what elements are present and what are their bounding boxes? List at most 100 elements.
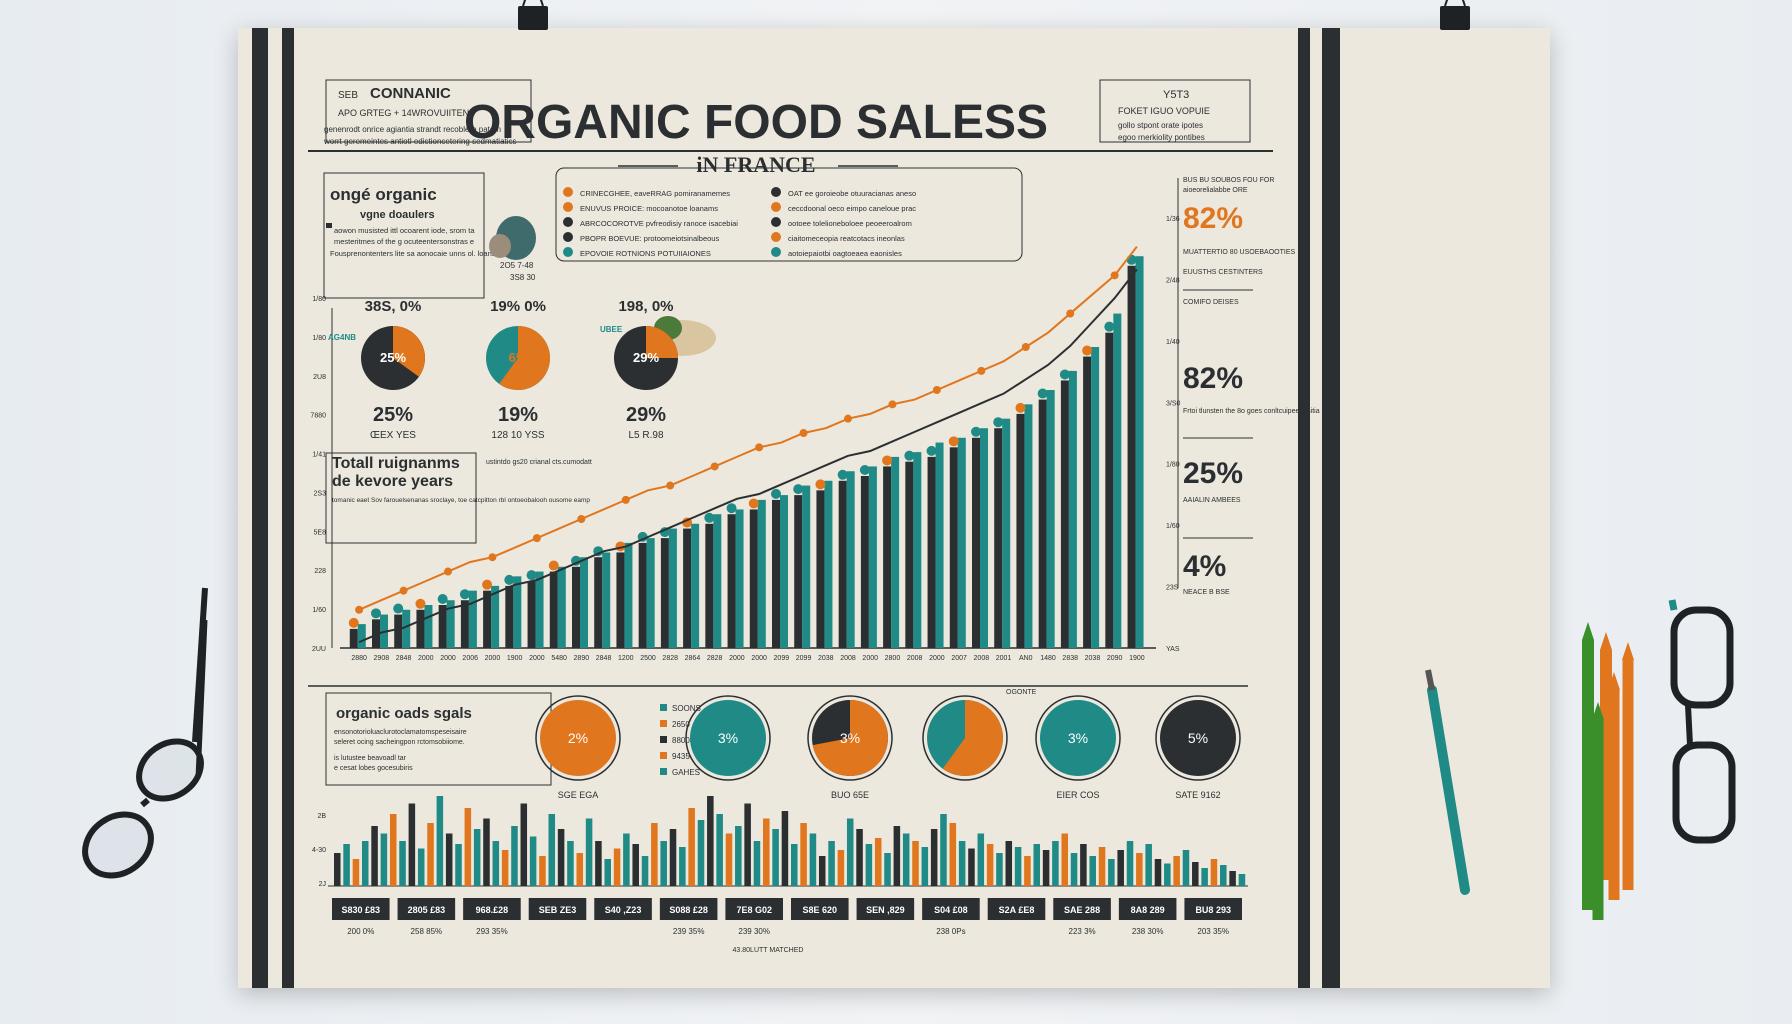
bottom-bar — [483, 818, 490, 886]
bottom-pie-ring-1 — [685, 695, 771, 781]
main-y-tick-5: 1/41 — [312, 452, 326, 459]
main-trend-point — [888, 400, 897, 409]
mini-pie-value-1: 19% — [498, 404, 538, 426]
bottom-bar — [1126, 841, 1134, 886]
bottom-pie-label-5: 5% — [1188, 730, 1208, 746]
main-trend-point — [977, 366, 986, 375]
legend-label-3: PBOPR BOEVUE: protoomeiotsinalbeous — [580, 234, 719, 243]
footer-box-label-9: S04 £08 — [934, 905, 968, 915]
main-x-tick-30: AN0 — [1019, 655, 1033, 662]
main-bar-teal — [802, 485, 811, 648]
bottom-pie-slice-2 — [812, 700, 888, 776]
bottom-bar — [520, 803, 528, 886]
main-bar-dark — [416, 609, 425, 648]
right-header-line3: egoo rnerkiolity pontibes — [1118, 133, 1205, 142]
footer-box-label-7: S8E 620 — [803, 905, 838, 915]
footer-box-note-0: 200 0% — [347, 927, 374, 936]
footer-box-6 — [725, 898, 783, 920]
footer-box-1 — [397, 898, 456, 920]
top-left-panel-subtitle: vgne doaulers — [360, 209, 435, 221]
main-trend-line-dark — [358, 268, 1138, 644]
footer-box-label-0: S830 £83 — [342, 905, 381, 915]
main-bar-dark — [683, 528, 692, 648]
main-x-tick-23: 2000 — [862, 655, 878, 662]
footer-box-7 — [791, 898, 849, 920]
bottom-bar — [949, 823, 957, 886]
bottom-bar — [361, 841, 369, 886]
main-bar-dark — [1038, 399, 1047, 648]
footer-box-label-1: 2805 £83 — [408, 905, 446, 915]
main-x-tick-15: 2864 — [685, 655, 701, 662]
main-bar-teal — [1068, 370, 1077, 648]
main-y-tick-6: 7880 — [310, 413, 326, 420]
mini-pie-value-0: 25% — [373, 404, 413, 426]
main-bar-cap — [948, 436, 959, 447]
legend-swatch-2 — [771, 247, 781, 257]
main-trend-point — [488, 553, 497, 562]
main-bar-teal — [1024, 404, 1033, 648]
bottom-y-tick-2: 2J — [319, 881, 326, 888]
main-x-tick-5: 2006 — [462, 655, 478, 662]
main-bar-dark — [372, 619, 380, 648]
main-y-tick-2: 228 — [314, 568, 326, 575]
footer-box-label-8: SEN ,829 — [866, 905, 905, 915]
main-bar-teal — [824, 480, 833, 648]
bar-chart-title-frame — [325, 452, 477, 544]
main-bar-teal — [491, 585, 500, 648]
glasses-right-icon — [1668, 599, 1736, 844]
bottom-legend-swatch — [660, 704, 667, 711]
main-y-tick-3: 5E8 — [314, 529, 327, 536]
legend-label-2-0: OAT ee goroieobe otuuracianas aneso — [788, 189, 916, 198]
main-bar-dark — [1060, 380, 1069, 648]
bottom-bar — [1024, 856, 1031, 886]
bottom-bar — [902, 833, 910, 886]
bottom-bar — [445, 833, 453, 886]
footer-box-label-4: S40 ,Z23 — [605, 905, 642, 915]
legend-swatch — [563, 202, 573, 212]
top-left-panel-frame — [323, 172, 485, 299]
top-left-panel-note2: 3S8 30 — [510, 273, 536, 282]
bottom-pie-slice-3 — [942, 700, 1003, 776]
bottom-pie-label-0: 2% — [568, 730, 588, 746]
bottom-bar — [781, 811, 789, 886]
mini-pie-top-label-0: 38S, 0% — [365, 298, 422, 315]
main-x-tick-19: 2099 — [774, 655, 790, 662]
main-trend-point — [399, 586, 408, 595]
bottom-bar — [1238, 874, 1246, 886]
main-bar-dark — [660, 538, 669, 648]
bottom-bar — [958, 841, 966, 886]
bottom-bar — [334, 853, 341, 886]
legend-swatch — [563, 187, 573, 197]
main-bar-dark — [749, 509, 758, 648]
main-bar-dark — [994, 428, 1003, 648]
main-bar-cap — [482, 579, 493, 590]
main-right-tick-5: 1/40 — [1166, 339, 1180, 346]
main-x-tick-20: 2099 — [796, 655, 812, 662]
footer-box-3 — [528, 898, 587, 920]
footer-box-4 — [594, 898, 652, 920]
bottom-bar — [977, 833, 985, 886]
footer-box-12 — [1118, 898, 1177, 920]
bottom-left-line4: e cesat lobes gocesubiris — [334, 765, 413, 772]
onion-icon — [489, 234, 511, 258]
main-bar-teal — [713, 514, 722, 648]
bottom-bar — [1229, 871, 1236, 886]
bottom-bar — [641, 856, 649, 886]
bottom-pies-top-note: OGONTE — [1006, 689, 1037, 696]
main-right-tick-1: 23S — [1166, 585, 1179, 592]
left-thin-stripe — [282, 28, 294, 988]
bottom-legend-label-3: 9435 — [672, 752, 690, 761]
main-x-tick-24: 2800 — [885, 655, 901, 662]
bottom-bar — [818, 856, 826, 886]
footer-box-label-13: BU8 293 — [1195, 905, 1231, 915]
bottom-pie-ring-0 — [535, 695, 621, 781]
main-right-tick-6: 2/48 — [1166, 277, 1180, 284]
bottom-pie-note-0: SGE EGA — [558, 790, 599, 800]
bottom-bar — [511, 826, 518, 886]
main-bar-cap — [1104, 321, 1115, 332]
main-x-tick-27: 2007 — [951, 655, 967, 662]
main-bar-teal — [913, 452, 922, 648]
main-x-tick-34: 2090 — [1107, 655, 1123, 662]
main-bar-teal — [780, 495, 788, 648]
bar-chart-desc: tomanic eaet Sov farouelsenanas sroclaye… — [332, 497, 590, 504]
